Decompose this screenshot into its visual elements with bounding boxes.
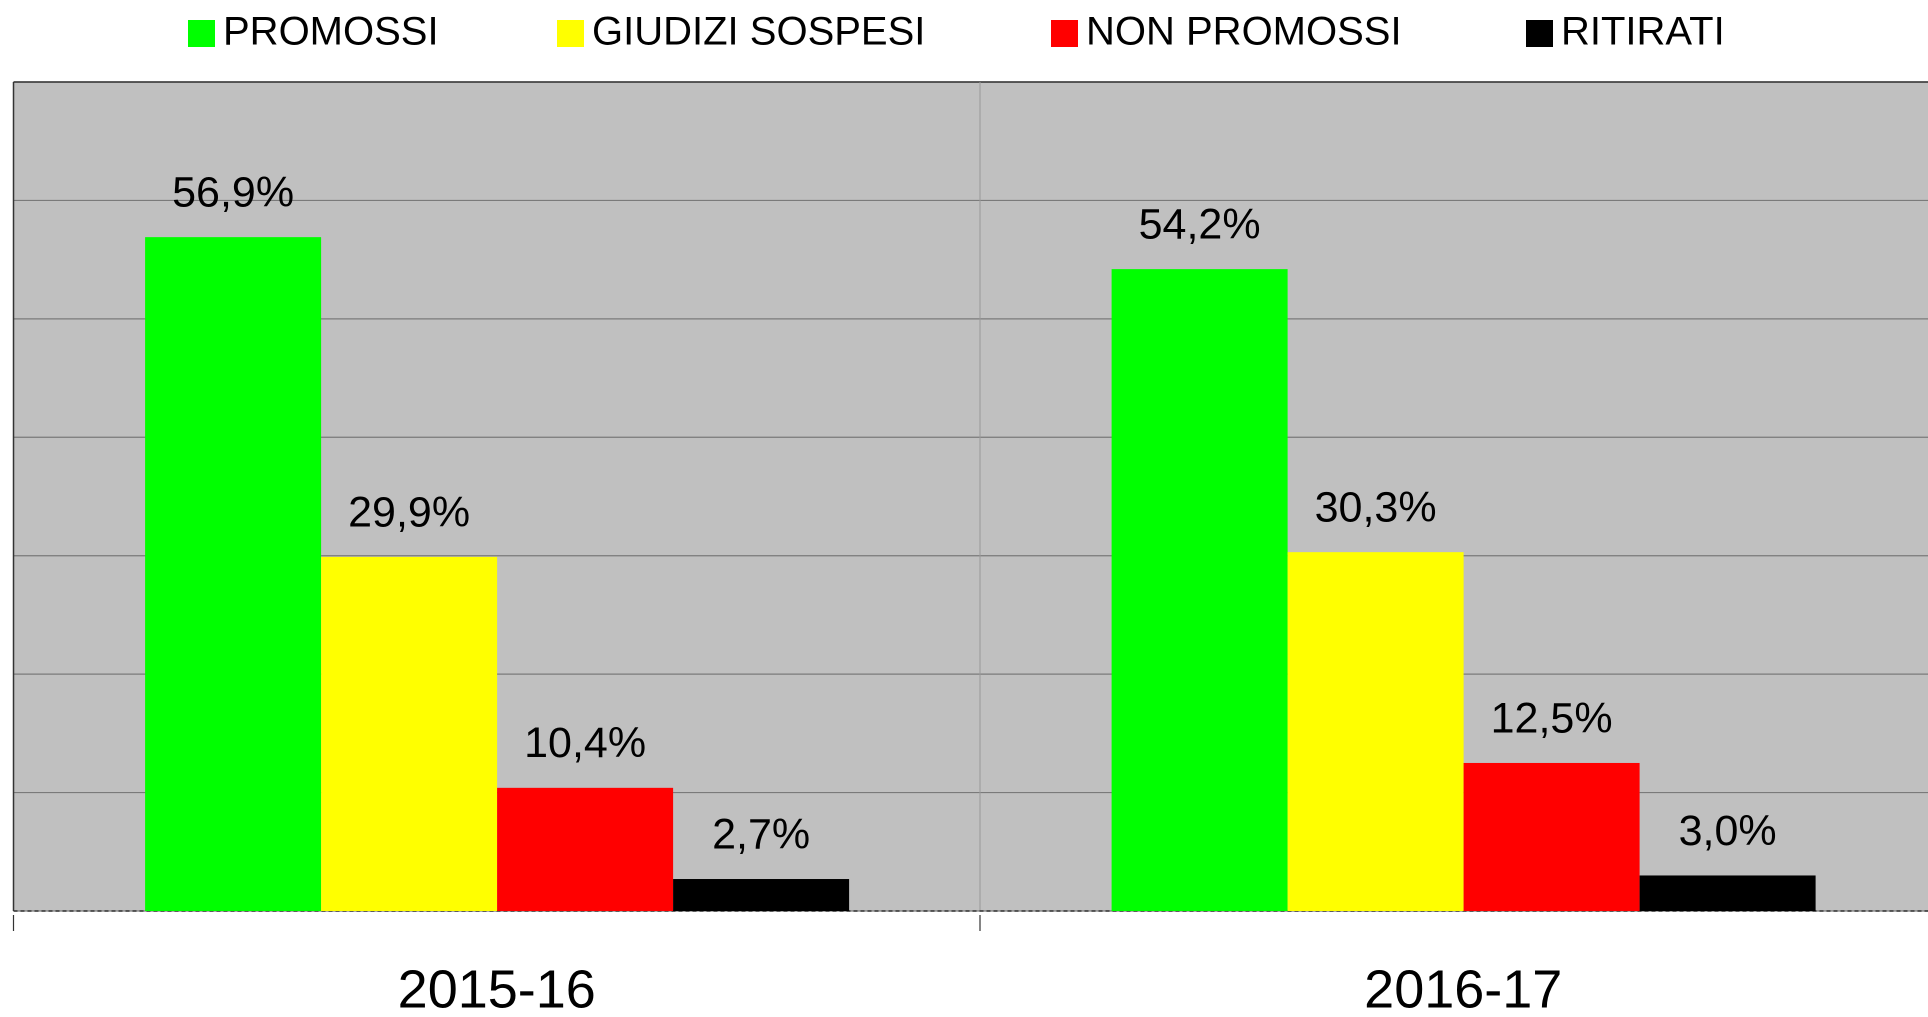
legend-swatch — [1051, 20, 1078, 47]
legend-swatch — [1526, 20, 1553, 47]
data-label: 56,9% — [172, 169, 294, 217]
data-label: 12,5% — [1491, 694, 1613, 742]
data-label: 10,4% — [524, 719, 646, 767]
data-label: 30,3% — [1315, 484, 1437, 532]
data-label: 2,7% — [712, 810, 810, 858]
bar — [1463, 762, 1640, 911]
data-label: 3,0% — [1679, 807, 1777, 855]
bar — [321, 556, 498, 911]
bar — [497, 787, 674, 911]
bar — [673, 879, 850, 911]
bar — [1111, 269, 1288, 911]
legend-label: GIUDIZI SOSPESI — [592, 10, 925, 54]
x-tick-label: 2016-17 — [1364, 959, 1562, 1017]
data-label: 54,2% — [1139, 200, 1261, 248]
legend-label: NON PROMOSSI — [1086, 10, 1402, 54]
legend-swatch — [188, 20, 215, 47]
bar — [145, 237, 322, 912]
bar — [1639, 875, 1816, 911]
legend-label: RITIRATI — [1561, 10, 1725, 54]
legend-swatch — [557, 20, 584, 47]
data-label: 29,9% — [348, 488, 470, 536]
bar — [1287, 552, 1464, 911]
x-tick-label: 2015-16 — [398, 959, 596, 1017]
legend-label: PROMOSSI — [223, 10, 439, 54]
